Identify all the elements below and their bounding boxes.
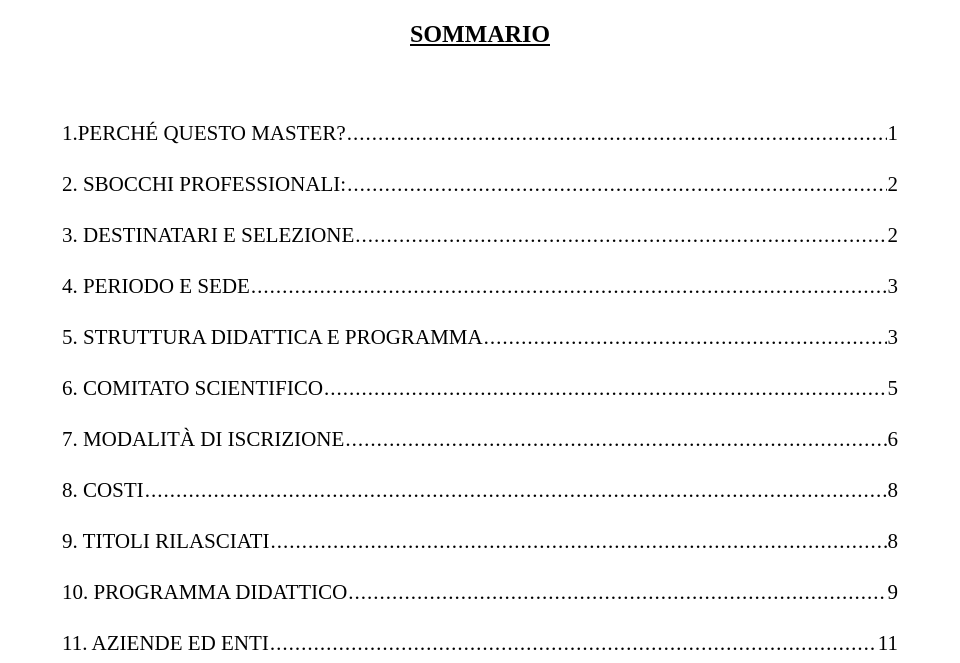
toc-leader <box>324 376 886 401</box>
toc-entry-page: 1 <box>888 121 899 146</box>
toc-row: 2. SBOCCHI PROFESSIONALI: 2 <box>62 172 898 197</box>
toc-entry-label: 3. DESTINATARI E SELEZIONE <box>62 223 354 248</box>
toc-entry-label: 9. TITOLI RILASCIATI <box>62 529 269 554</box>
toc-entry-label: 8. COSTI <box>62 478 144 503</box>
toc-entry-label: 4. PERIODO E SEDE <box>62 274 250 299</box>
toc-list: 1.PERCHÉ QUESTO MASTER? 1 2. SBOCCHI PRO… <box>62 121 898 656</box>
page-title: SOMMARIO <box>62 22 898 49</box>
toc-entry-page: 3 <box>888 274 899 299</box>
toc-row: 3. DESTINATARI E SELEZIONE 2 <box>62 223 898 248</box>
toc-row: 4. PERIODO E SEDE 3 <box>62 274 898 299</box>
toc-row: 8. COSTI 8 <box>62 478 898 503</box>
toc-entry-page: 8 <box>888 529 899 554</box>
toc-leader <box>270 529 886 554</box>
toc-leader <box>270 631 877 656</box>
toc-entry-label: 5. STRUTTURA DIDATTICA E PROGRAMMA <box>62 325 483 350</box>
toc-leader <box>347 172 886 197</box>
toc-entry-label: 2. SBOCCHI PROFESSIONALI: <box>62 172 346 197</box>
toc-entry-page: 6 <box>888 427 899 452</box>
toc-entry-page: 9 <box>888 580 899 605</box>
toc-entry-page: 8 <box>888 478 899 503</box>
toc-row: 5. STRUTTURA DIDATTICA E PROGRAMMA 3 <box>62 325 898 350</box>
toc-leader <box>251 274 887 299</box>
toc-entry-page: 11 <box>878 631 898 656</box>
toc-row: 1.PERCHÉ QUESTO MASTER? 1 <box>62 121 898 146</box>
toc-leader <box>355 223 886 248</box>
toc-row: 11. AZIENDE ED ENTI 11 <box>62 631 898 656</box>
toc-entry-page: 3 <box>888 325 899 350</box>
toc-leader <box>347 121 887 146</box>
toc-row: 10. PROGRAMMA DIDATTICO 9 <box>62 580 898 605</box>
toc-entry-label: 1.PERCHÉ QUESTO MASTER? <box>62 121 346 146</box>
toc-leader <box>145 478 887 503</box>
toc-leader <box>345 427 886 452</box>
toc-entry-page: 2 <box>888 172 899 197</box>
toc-leader <box>484 325 887 350</box>
toc-entry-label: 7. MODALITÀ DI ISCRIZIONE <box>62 427 344 452</box>
toc-row: 6. COMITATO SCIENTIFICO 5 <box>62 376 898 401</box>
toc-leader <box>348 580 886 605</box>
toc-entry-page: 2 <box>888 223 899 248</box>
toc-entry-label: 11. AZIENDE ED ENTI <box>62 631 269 656</box>
toc-row: 9. TITOLI RILASCIATI 8 <box>62 529 898 554</box>
toc-row: 7. MODALITÀ DI ISCRIZIONE 6 <box>62 427 898 452</box>
toc-entry-label: 10. PROGRAMMA DIDATTICO <box>62 580 347 605</box>
toc-entry-page: 5 <box>888 376 899 401</box>
toc-entry-label: 6. COMITATO SCIENTIFICO <box>62 376 323 401</box>
